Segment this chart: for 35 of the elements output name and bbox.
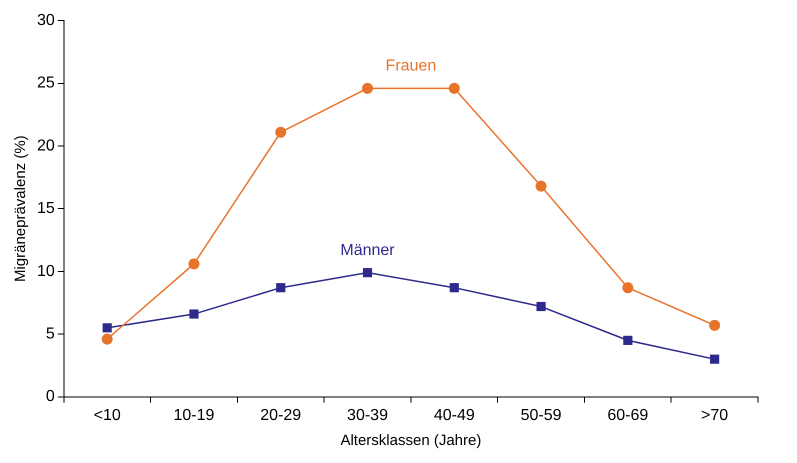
point: [536, 302, 546, 312]
point: [102, 334, 113, 345]
x-tick-label: 10-19: [174, 406, 215, 424]
point: [623, 336, 632, 345]
y-tick-label: 0: [46, 388, 55, 406]
x-axis-title: Altersklassen (Jahre): [340, 432, 482, 450]
x-tick-label: 60-69: [607, 406, 648, 424]
x-tick-label: 40-49: [434, 406, 475, 424]
y-axis-title: Migräneprävalenz (%): [12, 135, 30, 282]
x-tick-label: 50-59: [520, 406, 562, 424]
point: [448, 82, 460, 94]
point: [275, 126, 286, 138]
y-tick-label: 15: [37, 200, 55, 218]
point: [709, 320, 720, 331]
y-tick-label: 30: [37, 12, 55, 30]
point: [362, 82, 374, 94]
point: [622, 282, 634, 294]
point: [536, 180, 547, 192]
point: [362, 268, 372, 278]
y-tick-label: 20: [37, 137, 55, 154]
x-tick-label: <10: [94, 406, 121, 424]
point: [102, 323, 112, 332]
y-tick-label: 25: [37, 74, 55, 92]
x-tick-label: >70: [701, 406, 728, 424]
x-tick-label: 20-29: [260, 406, 302, 424]
y-tick-label: 5: [46, 326, 55, 343]
y-tick-label: 10: [37, 262, 55, 280]
point: [710, 354, 720, 364]
x-tick-label: 30-39: [347, 406, 388, 424]
point: [276, 283, 286, 292]
series-label: Männer: [340, 242, 396, 260]
series-label: Frauen: [386, 58, 436, 75]
point: [450, 283, 459, 292]
point: [189, 309, 199, 319]
point: [188, 258, 200, 270]
